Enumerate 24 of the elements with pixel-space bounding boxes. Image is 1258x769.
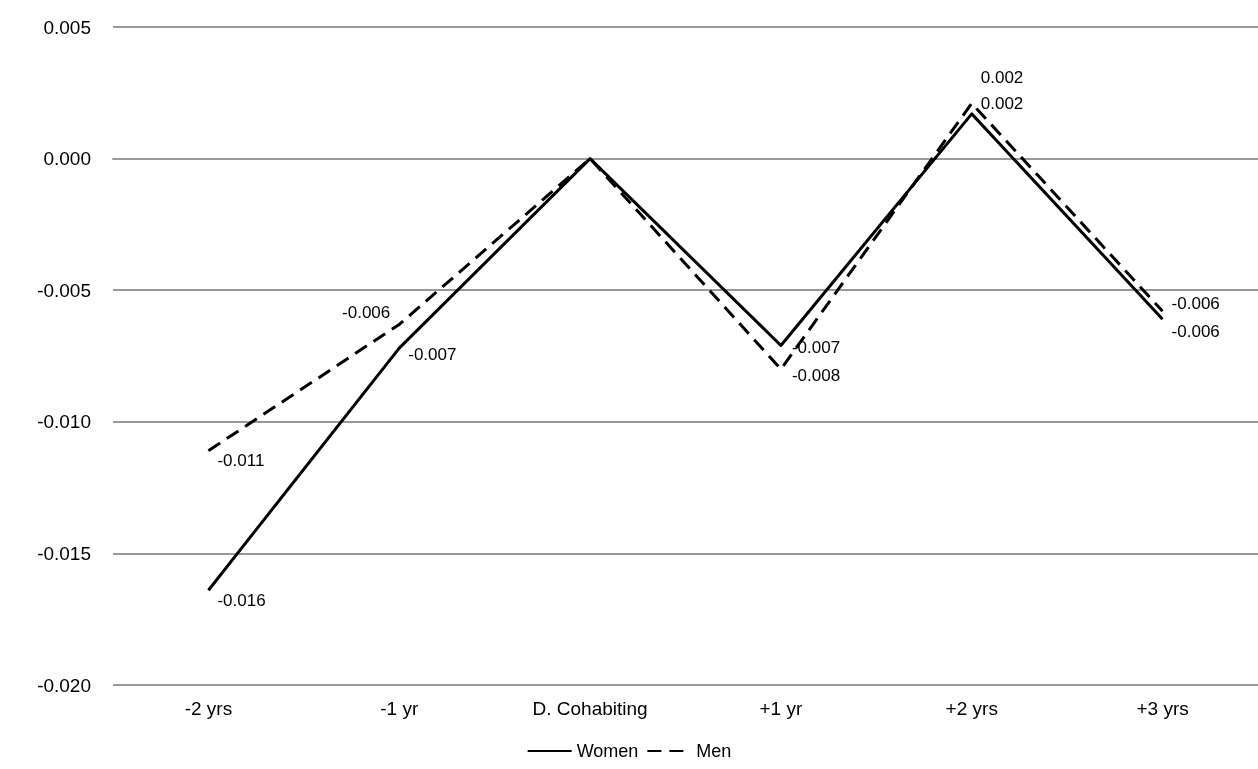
data-label: -0.016 bbox=[217, 590, 266, 610]
x-tick-label: D. Cohabiting bbox=[532, 698, 648, 719]
y-tick-label: -0.010 bbox=[37, 411, 91, 433]
data-label: -0.006 bbox=[1171, 293, 1220, 313]
data-label: -0.007 bbox=[408, 344, 457, 364]
x-tick-label: +2 yrs bbox=[945, 698, 998, 719]
legend-label: Men bbox=[696, 741, 732, 761]
data-label: -0.011 bbox=[217, 451, 265, 471]
data-label: 0.002 bbox=[980, 67, 1024, 87]
y-tick-label: -0.015 bbox=[37, 542, 91, 564]
y-tick-label: -0.005 bbox=[37, 279, 91, 301]
x-tick-label: -1 yr bbox=[380, 698, 419, 719]
legend-label: Women bbox=[576, 741, 639, 761]
data-label: 0.002 bbox=[980, 94, 1024, 114]
y-tick-label: 0.005 bbox=[43, 16, 91, 38]
data-label: -0.006 bbox=[342, 302, 391, 322]
x-tick-label: +3 yrs bbox=[1136, 698, 1189, 719]
y-tick-label: -0.020 bbox=[37, 674, 91, 696]
data-label: -0.006 bbox=[1171, 321, 1220, 341]
data-label: -0.007 bbox=[791, 337, 841, 357]
x-tick-label: +1 yr bbox=[759, 698, 803, 719]
data-label: -0.008 bbox=[791, 365, 841, 385]
y-tick-label: 0.000 bbox=[43, 148, 91, 170]
x-tick-label: -2 yrs bbox=[184, 698, 233, 719]
